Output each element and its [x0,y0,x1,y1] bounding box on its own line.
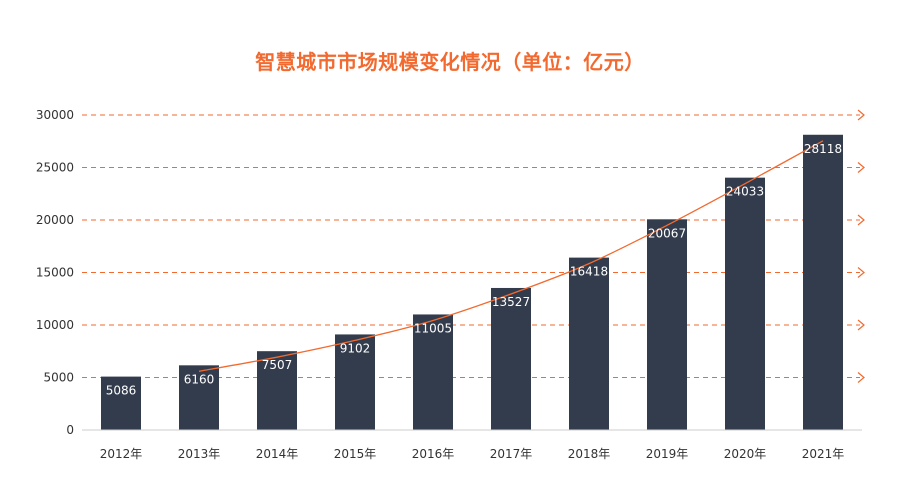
gridline-arrow [857,267,865,278]
bar [725,177,765,430]
trendline-layer [198,140,824,372]
bar [569,257,609,430]
bar [647,219,687,430]
x-tick-label: 2019年 [646,447,689,461]
data-label: 13527 [492,295,530,309]
gridline-arrow [857,214,865,226]
x-tick-label: 2013年 [178,447,221,461]
y-tick-label: 0 [66,423,74,437]
gridline-arrow [857,319,865,331]
bars [101,134,843,431]
bar [101,376,141,430]
gridline-arrow [857,109,865,121]
y-tick-label: 25000 [36,161,74,175]
data-label: 20067 [648,226,686,240]
bar [413,314,453,430]
x-tick-label: 2012年 [100,447,143,461]
y-tick-label: 10000 [36,318,74,332]
data-label: 6160 [184,372,215,386]
data-label: 11005 [414,321,452,335]
bar [257,351,297,430]
x-tick-label: 2016年 [412,447,455,461]
data-label: 9102 [340,341,371,355]
data-label: 28118 [804,142,842,156]
gridline-arrow [857,162,865,173]
data-label: 7507 [262,358,293,372]
x-tick-label: 2018年 [568,447,611,461]
bar [491,287,531,430]
y-tick-label: 5000 [43,371,74,385]
trendline [198,140,824,372]
data-label: 24033 [726,185,764,199]
data-label: 16418 [570,265,608,279]
bar [803,134,843,431]
bar [335,334,375,430]
x-tick-label: 2020年 [724,447,767,461]
x-tick-label: 2015年 [334,447,377,461]
x-tick-label: 2021年 [802,447,845,461]
x-tick-label: 2017年 [490,447,533,461]
bar [179,365,219,430]
y-tick-label: 30000 [36,108,74,122]
y-tick-label: 15000 [36,266,74,280]
gridline-arrow [857,372,865,383]
axes: 0 5000 10000 15000 20000 25000 30000 2012年 2013年… [36,108,862,461]
data-label: 5086 [106,384,137,398]
chart-title: 智慧城市市场规模变化情况（单位：亿元） [255,50,645,74]
data-labels: 5086 6160 7507 9102 11005 13527 16418 20067 2403… [106,142,842,398]
x-tick-label: 2014年 [256,447,299,461]
y-tick-label: 20000 [36,213,74,227]
